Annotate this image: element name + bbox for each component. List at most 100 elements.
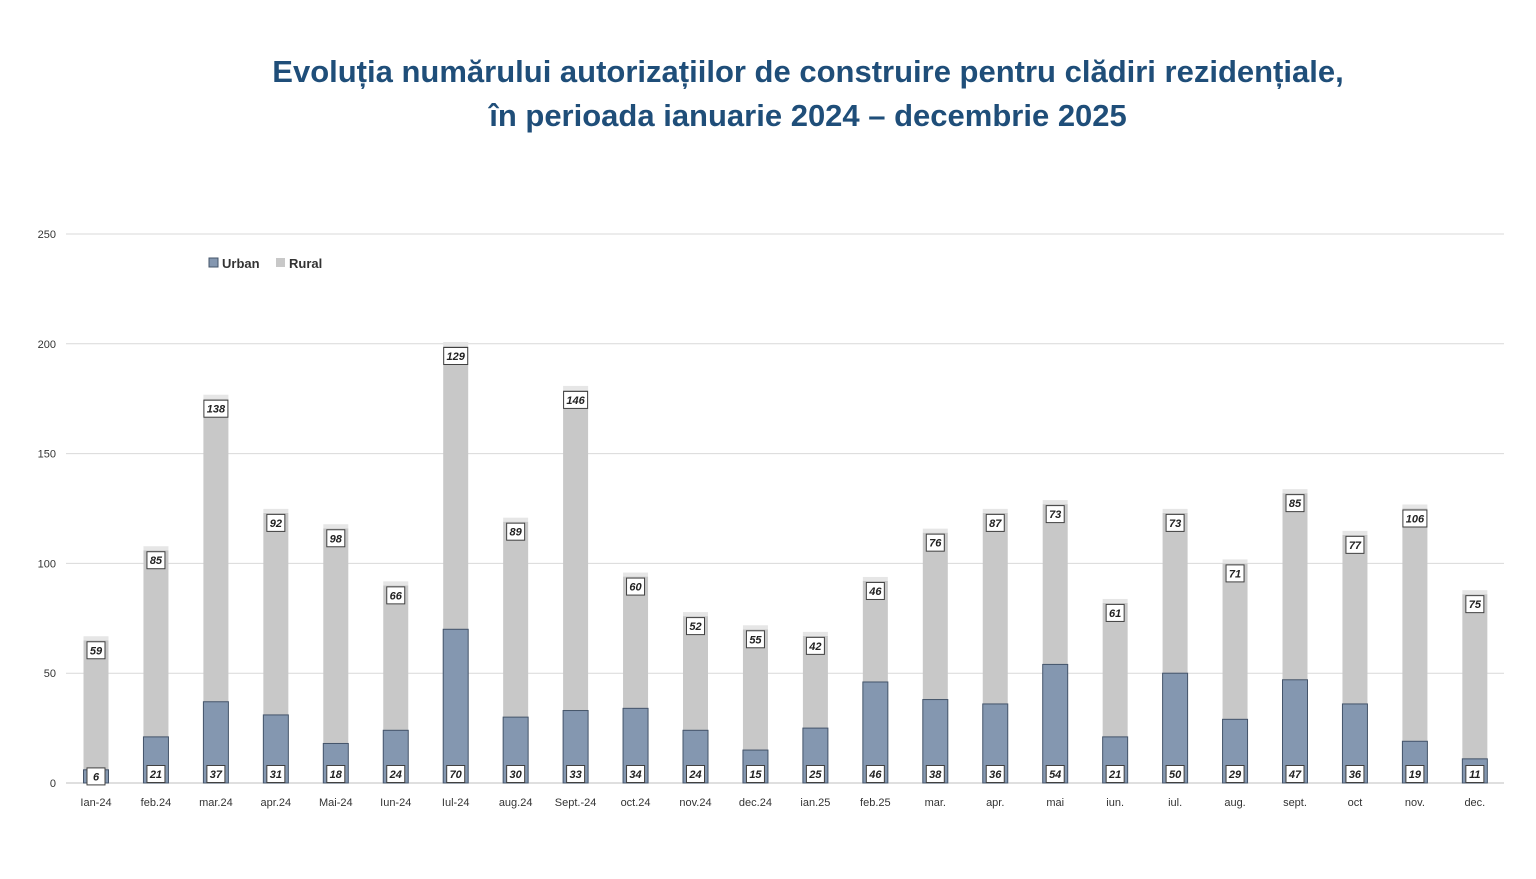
urban-value-label: 33	[569, 769, 581, 781]
rural-value-label: 66	[390, 590, 403, 602]
urban-value-label-box	[446, 765, 466, 783]
bar-rural-cap	[683, 612, 708, 617]
urban-value-label: 25	[808, 769, 822, 781]
x-tick-label: apr.24	[261, 797, 292, 809]
legend-swatch-rural	[276, 258, 285, 267]
x-tick-label: aug.	[1224, 797, 1245, 809]
urban-value-label-box	[925, 765, 945, 783]
bar-rural	[982, 512, 1008, 704]
rural-value-label: 85	[150, 555, 163, 567]
rural-value-label: 76	[929, 538, 942, 550]
rural-value-label: 42	[808, 641, 821, 653]
urban-value-label: 36	[1349, 769, 1362, 781]
legend-label-urban: Urban	[222, 256, 260, 271]
urban-value-label: 47	[1288, 769, 1302, 781]
y-tick-label: 250	[38, 229, 56, 241]
urban-value-label: 21	[1108, 769, 1121, 781]
bar-rural-cap	[1462, 590, 1488, 595]
bar-rural	[1462, 594, 1488, 759]
bar-rural-cap	[1342, 530, 1368, 535]
rural-value-label-box	[266, 513, 286, 532]
bar-rural-cap	[1282, 489, 1308, 494]
urban-value-label: 50	[1169, 769, 1182, 781]
urban-value-label-box	[146, 765, 166, 783]
bar-rural	[143, 550, 169, 737]
x-tick-label: mar.24	[199, 797, 233, 809]
rural-value-label: 98	[330, 533, 343, 545]
urban-value-label: 29	[1228, 769, 1242, 781]
bar-rural	[623, 576, 649, 709]
urban-value-label-box	[566, 765, 586, 783]
x-tick-label: aug.24	[499, 797, 533, 809]
rural-value-label: 59	[90, 645, 103, 657]
rural-value-label: 73	[1049, 509, 1061, 521]
rural-value-label: 89	[510, 527, 523, 539]
y-tick-label: 100	[38, 558, 56, 570]
rural-value-label: 61	[1109, 608, 1121, 620]
urban-value-label: 15	[749, 769, 762, 781]
rural-value-label: 71	[1229, 568, 1241, 580]
rural-value-label: 87	[989, 518, 1002, 530]
x-tick-label: feb.24	[141, 797, 172, 809]
rural-value-label: 92	[270, 518, 282, 530]
rural-value-label: 46	[868, 586, 882, 598]
rural-value-label-box	[86, 641, 106, 660]
urban-value-label-box	[326, 765, 346, 783]
urban-value-label: 31	[270, 769, 282, 781]
rural-value-label-box	[1045, 505, 1065, 524]
bar-rural	[1102, 602, 1128, 737]
urban-value-label: 34	[629, 769, 641, 781]
rural-value-label-box	[203, 399, 229, 418]
urban-value-label-box	[86, 767, 106, 786]
legend-swatch-urban	[208, 257, 219, 268]
x-tick-label: nov.	[1405, 797, 1425, 809]
bar-rural	[1282, 493, 1308, 680]
urban-value-label-box	[1045, 765, 1065, 783]
rural-value-label: 52	[689, 621, 701, 633]
bar-rural-cap	[862, 576, 888, 581]
urban-value-label-box	[386, 765, 406, 783]
bar-rural-cap	[1162, 508, 1188, 513]
urban-value-label: 18	[330, 769, 343, 781]
urban-value-label-box	[1105, 765, 1125, 783]
urban-value-label: 38	[929, 769, 942, 781]
urban-value-label-box	[1285, 765, 1305, 783]
bar-rural	[323, 528, 349, 744]
rural-value-label-box	[1402, 509, 1428, 528]
urban-value-label: 21	[149, 769, 162, 781]
y-tick-label: 200	[38, 339, 56, 351]
x-tick-label: iun.	[1106, 797, 1124, 809]
bar-rural	[563, 389, 589, 711]
bar-rural	[203, 398, 229, 702]
bar-rural-cap	[742, 625, 768, 630]
bar-rural	[263, 512, 289, 715]
rural-value-label: 73	[1169, 518, 1181, 530]
urban-value-label-box	[1225, 765, 1245, 783]
urban-value-label-box	[206, 765, 226, 783]
bar-rural-cap	[383, 581, 409, 586]
rural-value-label-box	[506, 522, 526, 541]
rural-value-label-box	[1345, 535, 1365, 554]
bar-rural	[742, 629, 768, 751]
rural-value-label-box	[1225, 564, 1245, 583]
rural-value-label: 77	[1349, 540, 1362, 552]
x-tick-label: mar.	[925, 797, 946, 809]
rural-value-label-box	[326, 529, 346, 548]
urban-value-label-box	[865, 765, 885, 783]
urban-value-label-box	[1405, 765, 1425, 783]
urban-value-label-box	[1165, 765, 1185, 783]
rural-value-label-box	[1465, 595, 1485, 614]
rural-value-label: 146	[566, 395, 585, 407]
bar-rural	[503, 521, 529, 718]
title-line-2: în perioada ianuarie 2024 – decembrie 20…	[489, 98, 1127, 133]
bar-rural-cap	[623, 572, 649, 577]
bar-rural	[922, 532, 948, 700]
rural-value-label-box	[443, 346, 469, 365]
bar-rural	[1162, 512, 1188, 674]
bar-rural-cap	[802, 631, 828, 636]
x-tick-label: iul.	[1168, 797, 1182, 809]
bar-rural-cap	[982, 508, 1008, 513]
urban-value-label-box	[1345, 765, 1365, 783]
urban-value-label: 24	[389, 769, 402, 781]
